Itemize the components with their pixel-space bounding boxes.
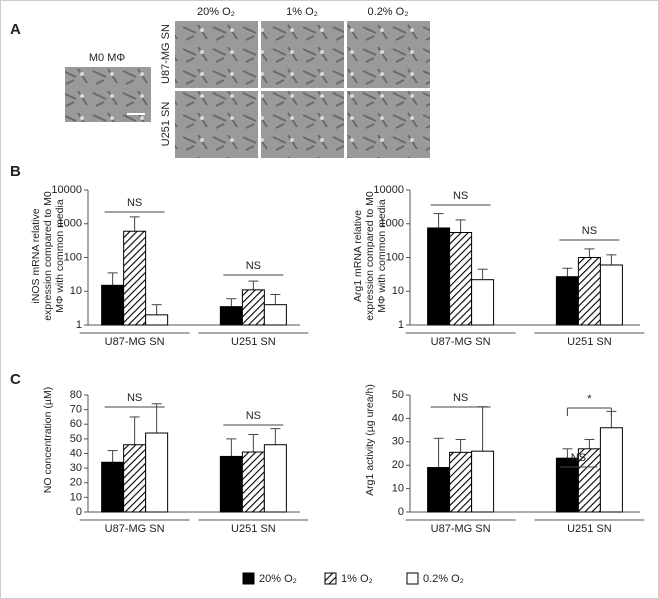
bar	[471, 450, 495, 513]
bar	[577, 257, 601, 326]
y-tick-label: 80	[70, 389, 82, 401]
y-axis-label: NO concentration (µM)	[42, 386, 54, 493]
row-label: U87-MG SN	[160, 24, 172, 84]
y-tick-label: 10	[70, 491, 82, 503]
y-tick-label: 100	[386, 251, 404, 263]
y-tick-label: 0	[76, 506, 82, 518]
y-tick-label: 40	[392, 412, 404, 424]
bar	[555, 457, 579, 513]
annotation: NS	[246, 260, 261, 272]
x-tick-label: U251 SN	[231, 523, 276, 535]
column-label: 0.2% O₂	[368, 6, 409, 18]
bar	[427, 467, 451, 513]
bar	[101, 284, 125, 326]
bar	[219, 455, 243, 513]
bar	[449, 451, 473, 513]
bar	[241, 451, 265, 513]
legend-swatch	[242, 572, 255, 585]
annotation: NS	[571, 452, 586, 464]
y-tick-label: 1000	[58, 218, 82, 230]
bar	[599, 427, 623, 513]
x-tick-label: U251 SN	[231, 336, 276, 348]
x-tick-label: U87-MG SN	[105, 336, 165, 348]
y-tick-label: 10	[392, 483, 404, 495]
row-label: U251 SN	[160, 102, 172, 147]
x-tick-label: U87-MG SN	[431, 523, 491, 535]
bar	[101, 461, 125, 513]
legend-swatch	[324, 572, 337, 585]
panel-label: B	[10, 163, 21, 180]
bar	[263, 304, 287, 326]
x-tick-label: U87-MG SN	[105, 523, 165, 535]
bar	[427, 227, 451, 326]
y-axis-label: iNOS mRNA relative expression compared t…	[30, 190, 66, 321]
bar	[219, 306, 243, 326]
annotation: NS	[127, 392, 142, 404]
legend-swatch	[406, 572, 419, 585]
bar	[599, 264, 623, 326]
y-tick-label: 1	[398, 319, 404, 331]
bar	[263, 444, 287, 513]
y-tick-label: 30	[70, 462, 82, 474]
annotation: NS	[453, 190, 468, 202]
bar	[471, 279, 495, 326]
micrograph	[347, 21, 430, 88]
column-label: 1% O₂	[286, 6, 318, 18]
x-tick-label: U251 SN	[567, 523, 612, 535]
bar	[145, 314, 169, 326]
micrograph	[347, 91, 430, 158]
y-tick-label: 20	[392, 459, 404, 471]
micrograph	[175, 91, 258, 158]
y-tick-label: 20	[70, 477, 82, 489]
micrograph	[261, 21, 344, 88]
y-tick-label: 60	[70, 418, 82, 430]
y-tick-label: 100	[64, 251, 82, 263]
y-tick-label: 1	[76, 319, 82, 331]
bar	[123, 444, 147, 513]
y-tick-label: 30	[392, 436, 404, 448]
bar	[555, 276, 579, 326]
y-tick-label: 10	[392, 285, 404, 297]
y-tick-label: 50	[392, 389, 404, 401]
annotation: NS	[582, 225, 597, 237]
y-tick-label: 10000	[373, 184, 404, 196]
column-label: 20% O₂	[197, 6, 235, 18]
bar	[123, 230, 147, 326]
image-label: M0 MΦ	[89, 52, 126, 64]
y-tick-label: 0	[398, 506, 404, 518]
y-axis-label: Arg1 mRNA relative expression compared t…	[352, 190, 388, 321]
annotation: NS	[246, 410, 261, 422]
legend-label: 1% O₂	[341, 573, 373, 585]
x-tick-label: U251 SN	[567, 336, 612, 348]
y-tick-label: 70	[70, 404, 82, 416]
bar	[449, 232, 473, 326]
micrograph	[261, 91, 344, 158]
annotation: NS	[453, 392, 468, 404]
x-tick-label: U87-MG SN	[431, 336, 491, 348]
y-tick-label: 10000	[51, 184, 82, 196]
legend-label: 0.2% O₂	[423, 573, 464, 585]
annotation: *	[587, 393, 592, 405]
y-axis-label: Arg1 activity (µg urea/h)	[364, 383, 376, 496]
annotation: NS	[127, 197, 142, 209]
y-tick-label: 10	[70, 285, 82, 297]
y-tick-label: 50	[70, 433, 82, 445]
micrograph	[175, 21, 258, 88]
y-tick-label: 1000	[380, 218, 404, 230]
legend-label: 20% O₂	[259, 573, 297, 585]
y-tick-label: 40	[70, 447, 82, 459]
bar	[145, 432, 169, 513]
panel-label: C	[10, 371, 21, 388]
micrograph	[65, 67, 151, 122]
panel-label: A	[10, 21, 21, 38]
bar	[241, 289, 265, 326]
